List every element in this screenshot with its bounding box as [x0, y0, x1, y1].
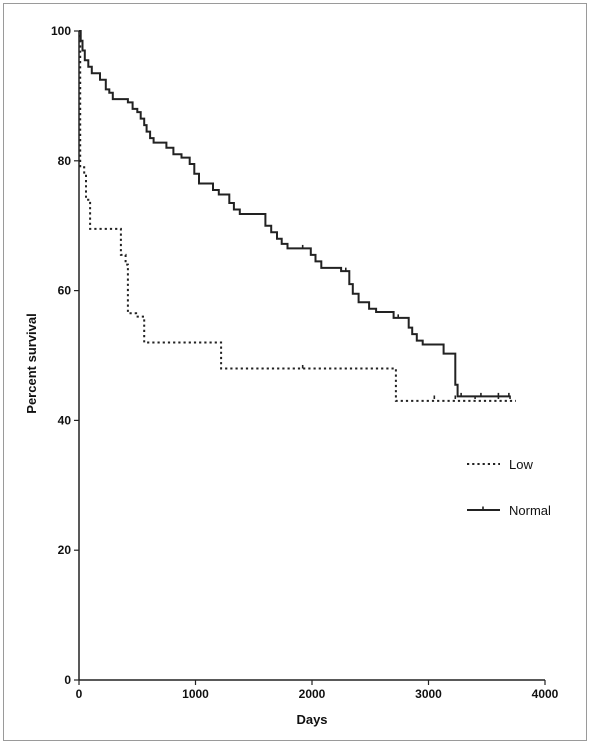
y-tick-label: 60 [58, 284, 72, 298]
x-tick-label: 2000 [299, 687, 326, 701]
x-tick-label: 3000 [415, 687, 442, 701]
x-tick-label: 0 [76, 687, 83, 701]
x-axis-title: Days [296, 712, 327, 727]
series-layer [79, 30, 516, 402]
chart-frame [3, 3, 587, 741]
legend: Low Normal [467, 457, 551, 518]
x-tick-label: 4000 [532, 687, 559, 701]
y-axis-title: Percent survival [24, 313, 39, 413]
legend-label-low: Low [509, 457, 533, 472]
series-normal-line [79, 30, 511, 398]
y-tick-label: 20 [58, 543, 72, 557]
legend-label-normal: Normal [509, 503, 551, 518]
y-tick-label: 100 [51, 24, 71, 38]
x-tick-label: 1000 [182, 687, 209, 701]
axes: 0 1000 2000 3000 4000 0 20 40 60 80 100 [51, 24, 559, 701]
y-tick-label: 0 [64, 673, 71, 687]
y-tick-label: 80 [58, 154, 72, 168]
y-tick-label: 40 [58, 413, 72, 427]
series-low-line [79, 30, 516, 402]
